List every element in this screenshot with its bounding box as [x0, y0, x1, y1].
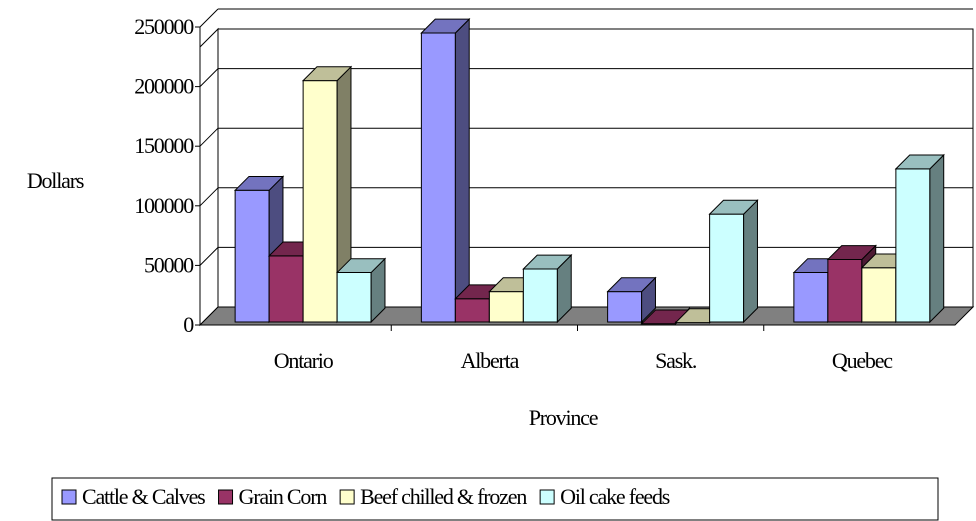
grid-line — [199, 8, 219, 28]
bar — [708, 199, 759, 324]
legend-label: Cattle & Calves — [82, 484, 205, 509]
bar-top — [335, 258, 387, 274]
x-tick-label: Ontario — [274, 348, 334, 373]
bar-top — [522, 254, 573, 270]
bar-front — [793, 272, 829, 323]
legend-swatch — [339, 489, 355, 505]
bar-front — [861, 267, 897, 323]
legend: Cattle & Calves Grain Corn Beef chilled & … — [51, 477, 939, 521]
legend-swatch — [218, 489, 234, 505]
bar-front — [336, 272, 372, 323]
bar-top — [233, 175, 285, 191]
y-tick-label: 100000 — [134, 193, 194, 218]
bar — [301, 65, 353, 324]
bar — [420, 17, 471, 324]
bar-top — [420, 18, 471, 34]
bar-front — [522, 268, 558, 323]
bar-top — [894, 154, 945, 170]
bar-front — [302, 80, 338, 323]
bar-front — [234, 189, 270, 323]
bar-side — [929, 153, 945, 324]
bar — [522, 253, 573, 324]
bar-front — [268, 255, 304, 323]
legend-label: Beef chilled & frozen — [360, 484, 527, 509]
bar-front — [709, 213, 745, 323]
bar-side — [743, 199, 758, 324]
bar-front — [607, 291, 643, 323]
legend-swatch — [61, 489, 77, 505]
y-tick-label: 200000 — [134, 74, 194, 99]
bar-front — [454, 298, 490, 323]
legend-box — [51, 477, 939, 521]
bar-top — [301, 66, 353, 82]
x-axis-title: Province — [529, 405, 598, 430]
y-tick-label: 50000 — [144, 252, 194, 277]
side-wall — [199, 27, 219, 327]
y-tick-label: 0 — [183, 312, 194, 337]
legend-label: Grain Corn — [239, 484, 328, 509]
x-tick-label: Quebec — [832, 348, 893, 373]
bar-front — [420, 32, 456, 323]
x-tick-label: Sask. — [655, 348, 697, 373]
bar-front — [827, 258, 863, 323]
x-tick-label: Alberta — [461, 348, 520, 373]
bar-top — [826, 245, 877, 260]
grid-line — [199, 127, 219, 147]
bar — [335, 257, 387, 324]
legend-swatch — [539, 489, 555, 505]
legend-label: Oil cake feeds — [560, 484, 670, 509]
grid-line — [199, 68, 219, 87]
bar-top — [708, 199, 759, 215]
bar-front — [488, 291, 524, 323]
y-axis-title: Dollars — [27, 168, 84, 193]
grid-line — [199, 187, 219, 207]
bar — [894, 153, 945, 324]
y-tick-label: 150000 — [134, 133, 194, 158]
bar — [606, 276, 657, 324]
y-tick-label: 250000 — [134, 14, 194, 39]
bar-top — [606, 277, 657, 293]
bar-front — [895, 168, 931, 323]
bar-side — [454, 17, 470, 324]
grid-line — [199, 247, 219, 266]
